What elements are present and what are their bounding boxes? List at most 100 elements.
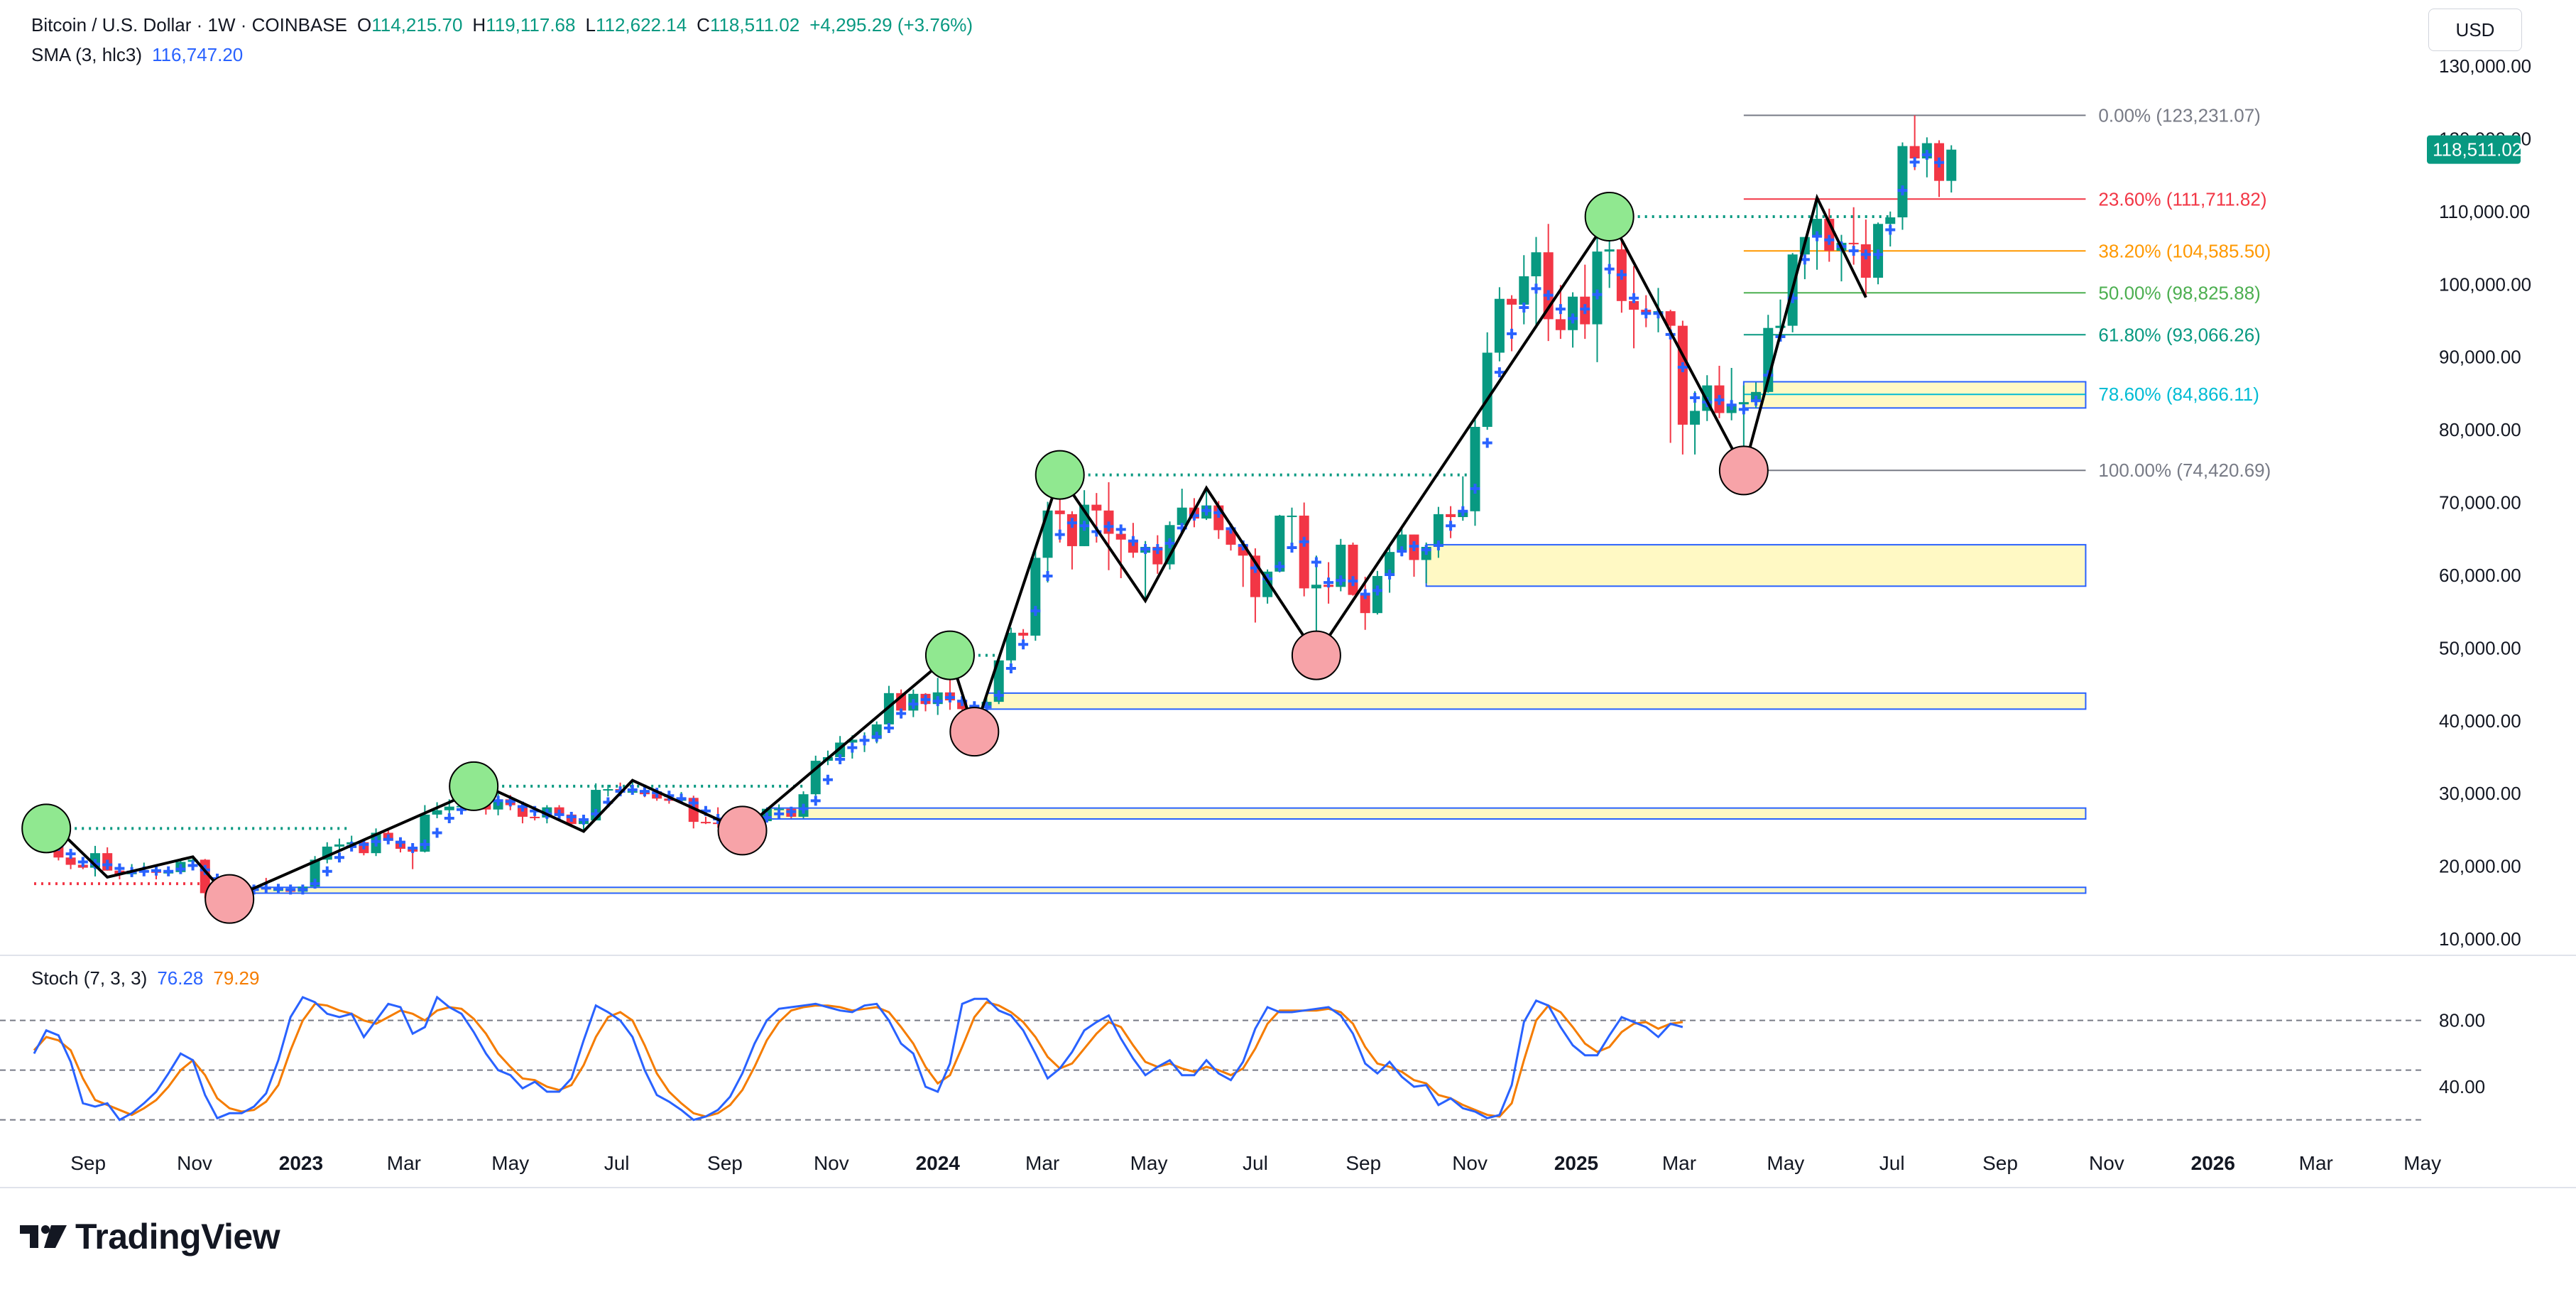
price-axis[interactable]: 10,000.00 20,000.00 30,000.00 40,000.00 50,0… (2427, 55, 2531, 950)
change-value: +4,295.29 (+3.76%) (809, 14, 973, 36)
sma-marker (1103, 521, 1114, 532)
legend-stoch[interactable]: Stoch (7, 3, 3) 76.28 79.29 (31, 967, 269, 989)
sma-marker (1531, 283, 1541, 294)
time-tick-label: 2025 (1554, 1152, 1598, 1174)
sma-marker (1311, 557, 1321, 568)
time-axis[interactable]: Sep Nov 2023 Mar May Jul Sep Nov 2024 Mar May Jul Se… (70, 1152, 2441, 1174)
sma-marker (786, 806, 797, 817)
sma-marker (1555, 304, 1566, 315)
currency-selector[interactable]: USD (2428, 9, 2522, 51)
sma-marker (1433, 540, 1443, 550)
candle-body (1433, 514, 1443, 547)
time-tick-label: 2023 (279, 1152, 323, 1174)
candle-body (1348, 544, 1358, 595)
candle-body (1005, 632, 1016, 661)
support-zone[interactable] (986, 692, 2087, 710)
sma-marker (1115, 524, 1126, 535)
candle-body (530, 816, 540, 818)
candle-body (1519, 276, 1529, 305)
sma-marker (432, 827, 442, 838)
legend-main: Bitcoin / U.S. Dollar · 1W · COINBASE O11… (31, 14, 973, 36)
last-price-badge[interactable] (2427, 135, 2521, 164)
sma-marker (1336, 575, 1346, 586)
candle-body (1311, 585, 1321, 589)
candle-body (1946, 149, 1957, 181)
sma-marker (932, 696, 943, 707)
pivot-high-marker (1035, 450, 1085, 500)
sma-label: SMA (3, hlc3) (31, 44, 143, 65)
candle-body (883, 693, 894, 724)
sma-marker (1909, 157, 1920, 168)
time-tick-label: Jul (1879, 1152, 1905, 1174)
candle-body (847, 739, 858, 743)
sma-marker (1494, 367, 1505, 378)
pivot-low-marker (949, 707, 1000, 757)
sma-marker (1054, 529, 1065, 540)
candle-body (1812, 219, 1823, 237)
sma-marker (1641, 308, 1652, 319)
sma-marker (1152, 544, 1163, 555)
open-value: 114,215.70 (371, 14, 463, 36)
candle-body (700, 822, 711, 824)
sma-marker (1066, 518, 1077, 528)
sma-marker (1275, 561, 1285, 572)
sma-marker (1079, 521, 1090, 531)
candle-body (1054, 510, 1065, 514)
sma-marker (1140, 544, 1151, 555)
sma-marker (273, 884, 283, 894)
candle-body (1091, 504, 1102, 511)
candle-body (1446, 514, 1456, 517)
sma-marker (1507, 328, 1517, 339)
sma-marker (810, 796, 821, 806)
fib-level-label: 23.60% (111,711.82) (2098, 188, 2266, 210)
fibonacci-retracement[interactable]: 0.00% (123,231.07) 23.60% (111,711.82) 38.… (1743, 104, 2271, 481)
candle-body (1507, 298, 1517, 305)
candle-body (1482, 352, 1492, 427)
pivot-low-marker (717, 805, 768, 856)
sma-marker (1629, 293, 1639, 303)
candle-body (1860, 244, 1871, 278)
tradingview-wordmark: TradingView (75, 1217, 280, 1256)
sma-marker (1201, 505, 1212, 516)
support-zone[interactable] (765, 807, 2087, 820)
sma-marker (1714, 395, 1725, 406)
pivot-high-marker (21, 803, 72, 854)
legend-sma[interactable]: SMA (3, hlc3) 116,747.20 (31, 44, 253, 66)
sma-marker (187, 860, 198, 871)
sma-marker (298, 884, 308, 895)
candle-body (1677, 325, 1688, 425)
sma-marker (1042, 570, 1053, 581)
sma-marker (1519, 303, 1529, 313)
sma-marker (1397, 546, 1407, 557)
sma-marker (554, 809, 564, 820)
sma-marker (798, 803, 809, 814)
price-tick-label: 90,000.00 (2439, 347, 2521, 368)
support-zone[interactable] (229, 886, 2087, 894)
fib-level-label: 38.20% (104,585.50) (2098, 240, 2271, 261)
sma-marker (1348, 576, 1358, 587)
sma-marker (1885, 224, 1896, 235)
fib-level-label: 0.00% (123,231.07) (2098, 104, 2260, 126)
sma-marker (163, 866, 174, 876)
sma-marker (1751, 396, 1762, 406)
candle-body (65, 857, 76, 865)
sma-marker (1897, 185, 1908, 196)
stoch-label: Stoch (7, 3, 3) (31, 967, 148, 989)
candle-body (420, 814, 430, 852)
support-zone[interactable] (1425, 543, 2087, 587)
candle-body (1177, 507, 1187, 526)
symbol-title: Bitcoin / U.S. Dollar · 1W · COINBASE (31, 14, 347, 36)
sma-marker (151, 865, 161, 876)
sma-marker (1604, 264, 1615, 274)
tradingview-logo[interactable]: TradingView (18, 1216, 280, 1257)
stoch-k-line (33, 995, 1683, 1122)
time-tick-label: Mar (1662, 1152, 1696, 1174)
sma-marker (1446, 521, 1456, 531)
sma-marker (1324, 577, 1334, 588)
pivot-low-marker (1718, 445, 1769, 496)
price-tick-label: 40,000.00 (2439, 710, 2521, 732)
candle-body (1665, 311, 1676, 326)
sma-marker (493, 796, 503, 806)
candle-body (1470, 426, 1480, 511)
